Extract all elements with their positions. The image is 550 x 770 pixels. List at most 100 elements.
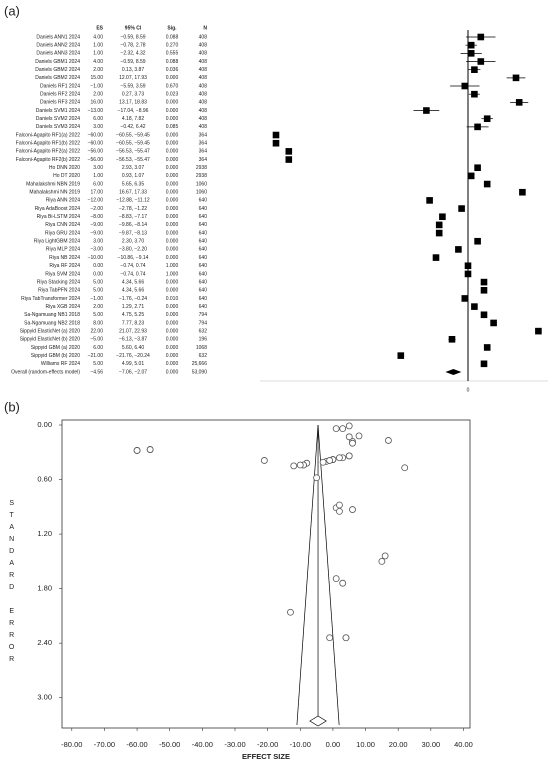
table-cell: 0.000 <box>166 369 179 375</box>
table-cell: 408 <box>199 116 208 122</box>
effect-square <box>439 213 446 221</box>
study-name: Overall (random-effects model) <box>11 369 80 375</box>
effect-square <box>464 262 472 270</box>
effect-square <box>458 205 465 212</box>
table-cell: 640 <box>199 279 208 285</box>
study-name: Daniels GBM2 2024 <box>35 75 80 81</box>
study-name: Mahalakshmi NBN 2019 <box>26 181 80 187</box>
column-header: 95% CI <box>125 25 142 31</box>
x-tick-label: -60.00 <box>126 740 147 749</box>
effect-square <box>519 188 526 196</box>
study-point <box>313 474 320 482</box>
table-cell: −1.00 <box>90 83 103 89</box>
x-axis-title: EFFECT SIZE <box>242 752 290 761</box>
table-cell: 408 <box>199 83 208 89</box>
table-cell: 0.000 <box>166 230 179 236</box>
table-cell: 5.65, 6.35 <box>122 181 144 187</box>
table-cell: 640 <box>199 198 208 204</box>
study-point <box>342 634 350 642</box>
table-cell: 0.000 <box>166 361 179 367</box>
effect-square <box>455 246 462 253</box>
table-cell: −3.00 <box>90 247 103 253</box>
table-cell: −56.00 <box>88 157 104 163</box>
y-tick-label: 1.80 <box>37 584 52 593</box>
study-point <box>336 454 343 462</box>
table-cell: 12.07, 17.93 <box>119 75 147 81</box>
table-cell: −6.13, −3.87 <box>119 337 147 343</box>
y-tick-label: 3.00 <box>37 693 52 702</box>
study-point <box>319 458 327 466</box>
effect-square <box>471 303 478 310</box>
study-name: Riya TabTransformer 2024 <box>21 296 80 302</box>
table-cell: 5.00 <box>93 312 103 318</box>
table-cell: −2.78, −1.22 <box>119 206 147 212</box>
effect-square <box>461 82 469 90</box>
table-cell: 640 <box>199 214 208 220</box>
table-cell: 4.00 <box>93 59 103 65</box>
table-cell: 1.00 <box>93 173 103 179</box>
table-cell: 196 <box>199 337 208 343</box>
study-name: Sa-Ngamuang NB1 2018 <box>24 312 80 318</box>
table-cell: 364 <box>199 157 208 163</box>
table-cell: 0.000 <box>166 181 179 187</box>
table-cell: 0.000 <box>166 165 179 171</box>
table-cell: 2.00 <box>93 67 103 73</box>
study-name: Daniels RF3 2024 <box>40 100 80 106</box>
effect-square <box>477 33 485 41</box>
effect-square <box>535 327 542 335</box>
table-cell: 4.18, 7.82 <box>122 116 144 122</box>
study-point <box>332 425 340 433</box>
table-cell: 7.77, 8.23 <box>122 320 144 326</box>
table-cell: 0.010 <box>166 296 179 302</box>
table-cell: −2.32, 4.32 <box>120 51 145 57</box>
study-name: Sippyid GBM (a) 2020 <box>31 345 80 351</box>
table-cell: 4.34, 5.66 <box>122 279 144 285</box>
study-name: Riya TabPFN 2024 <box>38 288 80 294</box>
table-cell: 0.088 <box>166 59 179 65</box>
table-cell: 17.00 <box>90 190 103 196</box>
table-cell: 0.000 <box>166 255 179 261</box>
table-cell: 640 <box>199 271 208 277</box>
table-cell: −0.59, 8.59 <box>120 34 145 40</box>
table-cell: 0.000 <box>166 247 179 253</box>
effect-square <box>483 180 491 188</box>
table-cell: 2.00 <box>93 92 103 98</box>
study-name: Sippyid ElasticNet (a) 2020 <box>20 328 81 334</box>
effect-square <box>448 335 456 343</box>
study-name: Falconi-Agapito RF1(a) 2022 <box>16 132 80 138</box>
table-cell: 0.000 <box>166 320 179 326</box>
table-cell: −12.00 <box>88 198 104 204</box>
table-cell: −21.00 <box>88 353 104 359</box>
table-cell: 0.000 <box>166 108 179 114</box>
table-cell: 0.000 <box>166 149 179 155</box>
table-cell: 1.29, 2.71 <box>122 304 144 310</box>
table-cell: −8.83, −7.17 <box>119 214 147 220</box>
table-cell: 21.07, 22.93 <box>119 328 147 334</box>
effect-square <box>461 295 469 302</box>
study-point <box>336 507 343 515</box>
table-cell: 2.93, 3.07 <box>122 165 144 171</box>
table-cell: −8.00 <box>90 214 103 220</box>
x-tick-label: 30.00 <box>421 740 440 749</box>
table-cell: 1060 <box>196 181 207 187</box>
table-cell: −0.78, 2.78 <box>120 42 145 48</box>
study-name: Riya XGB 2024 <box>46 304 81 310</box>
table-cell: 0.000 <box>166 337 179 343</box>
x-tick-label: -20.00 <box>257 740 278 749</box>
plot-frame <box>61 419 471 729</box>
table-cell: 5.60, 6.40 <box>122 345 144 351</box>
study-point <box>336 501 343 509</box>
table-cell: −9.00 <box>90 222 103 228</box>
study-name: Daniels RF2 2024 <box>40 92 80 98</box>
effect-square <box>467 50 475 57</box>
table-cell: −5.59, 3.59 <box>120 83 145 89</box>
study-name: Daniels SVM2 2024 <box>36 116 80 122</box>
x-tick-label: -70.00 <box>94 740 115 749</box>
table-cell: 1068 <box>196 345 207 351</box>
table-cell: 1.00 <box>93 42 103 48</box>
study-point <box>349 506 356 513</box>
study-point <box>345 452 353 460</box>
effect-square <box>477 58 485 65</box>
effect-square <box>483 344 491 351</box>
study-name: Riya AdaBoost 2024 <box>35 206 81 212</box>
